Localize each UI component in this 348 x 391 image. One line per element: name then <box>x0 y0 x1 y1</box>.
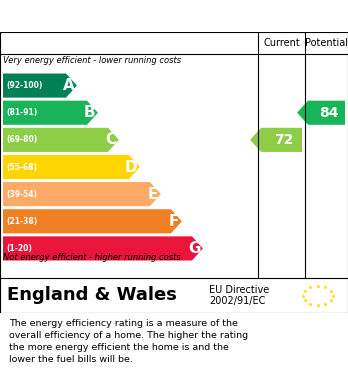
Text: Very energy efficient - lower running costs: Very energy efficient - lower running co… <box>3 56 181 65</box>
Text: Current: Current <box>263 38 300 48</box>
Polygon shape <box>3 128 119 152</box>
Text: EU Directive
2002/91/EC: EU Directive 2002/91/EC <box>209 285 269 306</box>
Text: F: F <box>168 214 179 229</box>
Text: D: D <box>125 160 138 174</box>
Polygon shape <box>3 155 140 179</box>
Text: E: E <box>147 187 158 202</box>
Text: (1-20): (1-20) <box>6 244 32 253</box>
Text: (92-100): (92-100) <box>6 81 42 90</box>
Polygon shape <box>297 100 345 125</box>
Text: (55-68): (55-68) <box>6 163 37 172</box>
Text: (81-91): (81-91) <box>6 108 37 117</box>
Text: 72: 72 <box>274 133 293 147</box>
Text: The energy efficiency rating is a measure of the
overall efficiency of a home. T: The energy efficiency rating is a measur… <box>9 319 248 364</box>
Text: 84: 84 <box>319 106 338 120</box>
Polygon shape <box>3 209 182 233</box>
Polygon shape <box>250 128 302 152</box>
Polygon shape <box>3 236 203 260</box>
Polygon shape <box>3 74 77 98</box>
Polygon shape <box>3 182 161 206</box>
Text: G: G <box>188 241 201 256</box>
Polygon shape <box>3 100 98 125</box>
Text: England & Wales: England & Wales <box>7 287 177 305</box>
Text: Energy Efficiency Rating: Energy Efficiency Rating <box>10 9 220 23</box>
Text: B: B <box>84 105 95 120</box>
Text: C: C <box>105 133 116 147</box>
Text: (39-54): (39-54) <box>6 190 37 199</box>
Text: A: A <box>63 78 74 93</box>
Text: Potential: Potential <box>305 38 348 48</box>
Text: (21-38): (21-38) <box>6 217 37 226</box>
Text: (69-80): (69-80) <box>6 135 37 144</box>
Text: Not energy efficient - higher running costs: Not energy efficient - higher running co… <box>3 253 181 262</box>
